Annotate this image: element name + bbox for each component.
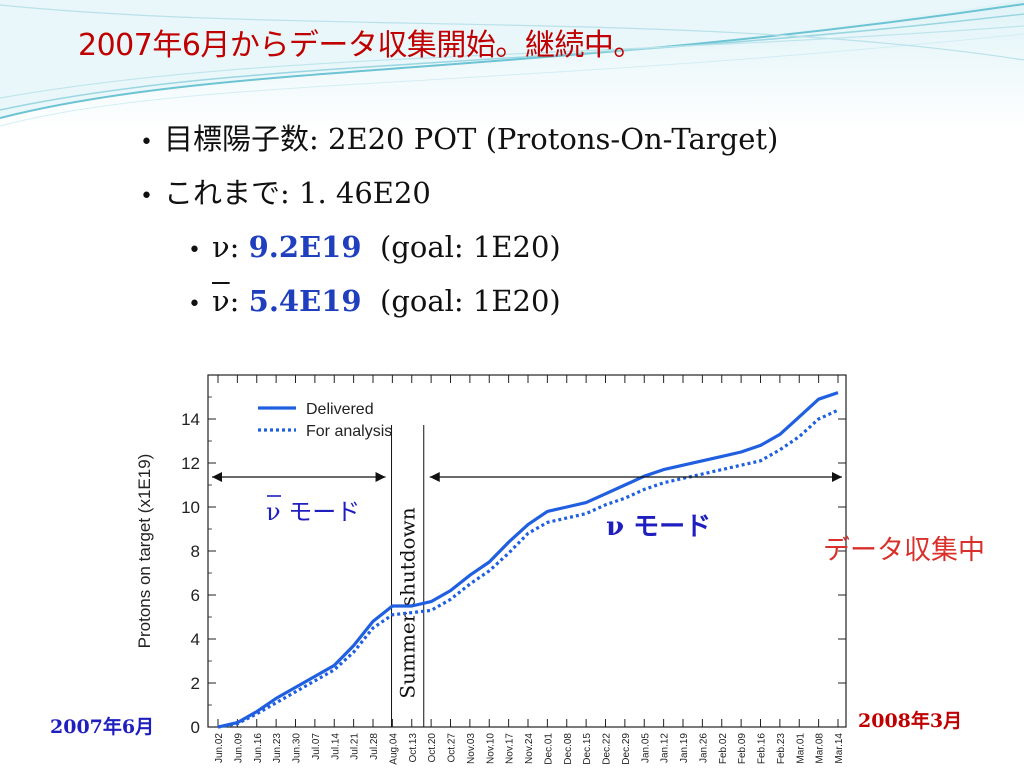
- y-tick-label: 6: [191, 586, 200, 605]
- y-tick-label: 8: [191, 542, 200, 561]
- x-tick-label: Dec.15: [582, 733, 593, 765]
- bullet-nu-goal: (goal: 1E20): [361, 230, 561, 264]
- pot-chart: 0 2 4 6 8 10 12 14 Protons on target (x1E19) Jun.…: [128, 365, 853, 768]
- bullet-marker: •: [140, 184, 153, 209]
- pot-chart-svg: 0 2 4 6 8 10 12 14 Protons on target (x1E19) Jun.…: [135, 374, 847, 765]
- start-date-label: 2007年6月: [50, 716, 155, 738]
- x-tick-label: Mar.14: [834, 733, 845, 764]
- summer-shutdown-label: Summer shutdown: [396, 507, 420, 698]
- x-tick-label: Feb.02: [718, 733, 729, 765]
- x-tick-label: Jun.09: [233, 733, 244, 763]
- x-tick-label: Jul.07: [311, 733, 322, 760]
- x-tick-label: Nov.10: [485, 733, 496, 764]
- y-tick-label: 0: [191, 718, 200, 737]
- x-tick-label: Aug.04: [388, 733, 399, 765]
- x-tick-label: Dec.29: [621, 733, 632, 765]
- bullet-nu-prefix: ν:: [212, 230, 249, 264]
- x-tick-label: Nov.03: [466, 733, 477, 764]
- bullet-nubar: • ν: 5.4E19 (goal: 1E20): [140, 274, 778, 328]
- bullet-goal-text: 目標陽子数: 2E20 POT (Protons-On-Target): [164, 122, 779, 156]
- x-tick-label: Jan.19: [679, 733, 690, 763]
- x-tick-label: Feb.23: [776, 733, 787, 765]
- legend-label-delivered: Delivered: [306, 401, 374, 418]
- bullet-so-far: • これまで: 1. 46E20: [140, 166, 778, 220]
- nu-mode-arrow-head-left: [429, 472, 440, 482]
- series-line-for-analysis: [217, 408, 839, 729]
- plot-frame: [207, 374, 847, 728]
- header-wave-decoration: [0, 0, 1024, 130]
- y-tick-label: 2: [191, 674, 200, 693]
- x-tick-label: Dec.08: [563, 733, 574, 765]
- x-tick-label: Oct.13: [408, 733, 419, 763]
- series-line-delivered: [217, 391, 839, 729]
- x-tick-label: Mar.08: [815, 733, 826, 764]
- bullet-nubar-value: 5.4E19: [248, 284, 362, 318]
- y-tick-label: 4: [191, 630, 200, 649]
- y-tick-label: 14: [181, 410, 200, 429]
- end-date-label: 2008年3月: [858, 710, 963, 732]
- x-tick-label: Jun.30: [292, 733, 303, 763]
- x-tick-label: Mar.01: [795, 733, 806, 764]
- x-tick-label: Nov.24: [524, 733, 535, 764]
- x-tick-label: Dec.22: [602, 733, 613, 765]
- bullet-nubar-colon: :: [229, 284, 249, 318]
- bullet-nubar-symbol: ν: [212, 284, 230, 318]
- x-tick-label: Jul.28: [369, 733, 380, 760]
- collecting-label: データ収集中: [823, 535, 985, 566]
- slide-title: 2007年6月からデータ収集開始。継続中。: [78, 28, 643, 63]
- bullet-goal: • 目標陽子数: 2E20 POT (Protons-On-Target): [140, 112, 778, 166]
- x-tick-label: Jul.21: [350, 733, 361, 760]
- x-tick-label: Jan.12: [660, 733, 671, 763]
- x-tick-label: Jun.23: [272, 733, 283, 763]
- nubar-mode-arrow-head-left: [212, 472, 222, 482]
- bullet-nubar-goal: (goal: 1E20): [361, 284, 561, 318]
- bullet-marker: •: [140, 130, 153, 155]
- nubar-mode-label: ν モード: [266, 498, 360, 526]
- x-tick-label: Jun.02: [214, 733, 225, 763]
- x-tick-label: Oct.27: [447, 733, 458, 763]
- x-tick-label: Jun.16: [253, 733, 264, 763]
- bullet-nu-value: 9.2E19: [248, 230, 362, 264]
- x-tick-label: Feb.16: [757, 733, 768, 765]
- y-tick-label: 12: [181, 454, 200, 473]
- nubar-mode-arrow-head-right: [375, 472, 386, 482]
- legend-label-for-analysis: For analysis: [306, 423, 392, 440]
- bullet-list: • 目標陽子数: 2E20 POT (Protons-On-Target) • これ…: [140, 112, 778, 328]
- bullet-marker: •: [188, 238, 201, 263]
- x-tick-label: Jan.26: [698, 733, 709, 763]
- nu-mode-arrow-head-right: [832, 472, 842, 482]
- bullet-marker: •: [188, 292, 201, 317]
- y-tick-label: 10: [181, 498, 200, 517]
- nu-mode-label: ν モード: [606, 512, 711, 542]
- x-tick-label: Jan.05: [640, 733, 651, 763]
- x-tick-label: Feb.09: [737, 733, 748, 765]
- bullet-so-far-text: これまで: 1. 46E20: [164, 176, 431, 210]
- x-tick-label: Jul.14: [330, 733, 341, 760]
- x-tick-label: Nov.17: [505, 733, 516, 764]
- x-tick-label: Oct.20: [427, 733, 438, 763]
- x-tick-label: Dec.01: [543, 733, 554, 765]
- y-axis-label: Protons on target (x1E19): [135, 454, 154, 649]
- bullet-nu: • ν: 9.2E19 (goal: 1E20): [140, 220, 778, 274]
